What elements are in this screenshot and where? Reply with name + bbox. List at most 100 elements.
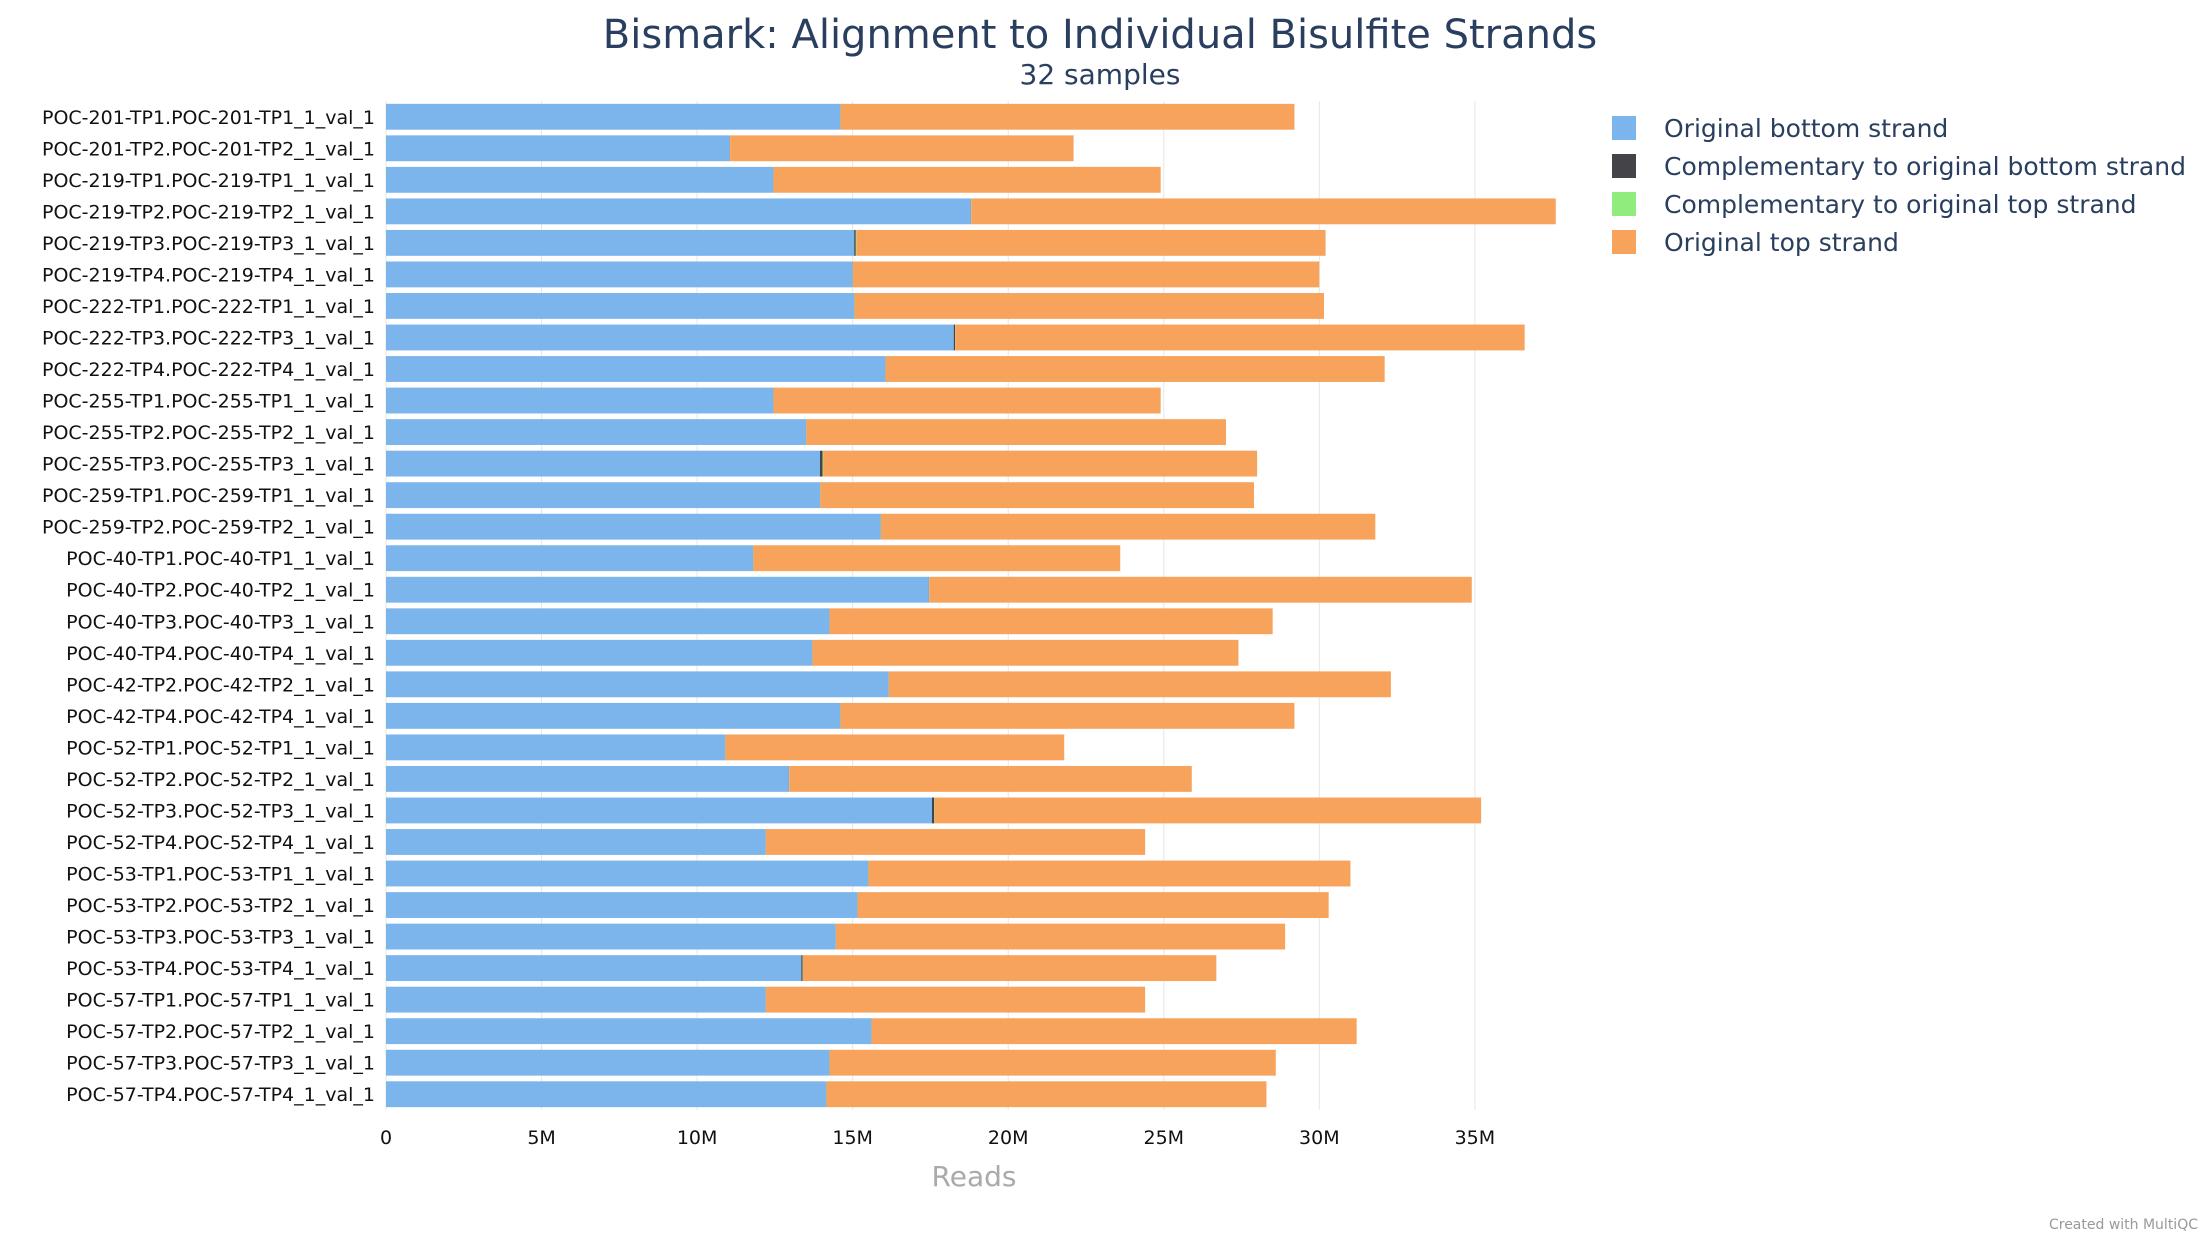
bar-segment [854, 229, 856, 256]
legend-label[interactable]: Original top strand [1664, 228, 1899, 257]
legend-label[interactable]: Original bottom strand [1664, 114, 1948, 143]
category-label: POC-255-TP3.POC-255-TP3_1_val_1 [42, 454, 375, 476]
bar-segment [820, 450, 823, 477]
legend-swatch [1612, 154, 1636, 178]
category-label: POC-40-TP2.POC-40-TP2_1_val_1 [66, 580, 375, 602]
bar-segment [773, 387, 1161, 414]
category-label: POC-201-TP1.POC-201-TP1_1_val_1 [42, 107, 375, 129]
bar-segment [386, 829, 766, 855]
x-tick-label: 0 [380, 1127, 392, 1149]
legend-swatch [1612, 230, 1636, 254]
legend-label[interactable]: Complementary to original bottom strand [1664, 152, 2186, 181]
bar-segment [971, 198, 1556, 225]
category-label: POC-52-TP3.POC-52-TP3_1_val_1 [66, 800, 375, 822]
bar-segment [386, 1018, 872, 1045]
category-label: POC-255-TP2.POC-255-TP2_1_val_1 [42, 422, 375, 444]
category-label: POC-219-TP1.POC-219-TP1_1_val_1 [42, 170, 375, 192]
bar-segment [386, 545, 754, 572]
bar-segment [386, 261, 853, 288]
bar-segment [852, 261, 1320, 288]
bar-segment [854, 293, 1324, 319]
x-tick-label: 5M [527, 1127, 555, 1149]
bar-segment [386, 293, 855, 319]
bar-segment [386, 450, 820, 477]
category-label: POC-52-TP2.POC-52-TP2_1_val_1 [66, 769, 375, 791]
bar-segment [730, 135, 1074, 162]
bar-segment [773, 166, 1161, 193]
bar-segment [820, 482, 1254, 509]
x-tick-label: 30M [1299, 1127, 1340, 1149]
bar-segment [386, 734, 726, 761]
legend: Original bottom strand Complementary to o… [1612, 114, 2186, 257]
category-label: POC-219-TP3.POC-219-TP3_1_val_1 [42, 233, 375, 255]
x-tick-label: 25M [1143, 1127, 1184, 1149]
bar-segment [840, 702, 1295, 729]
bar-segment [386, 797, 932, 824]
bar-segment [386, 702, 841, 729]
category-label: POC-40-TP3.POC-40-TP3_1_val_1 [66, 611, 375, 633]
category-label: POC-201-TP2.POC-201-TP2_1_val_1 [42, 138, 375, 160]
bar-segment [386, 324, 954, 351]
category-label: POC-52-TP1.POC-52-TP1_1_val_1 [66, 737, 375, 759]
bar-segment [829, 608, 1273, 635]
bar-segment [386, 576, 929, 603]
category-label: POC-222-TP4.POC-222-TP4_1_val_1 [42, 359, 375, 381]
bar-segment [386, 198, 971, 225]
category-label: POC-219-TP4.POC-219-TP4_1_val_1 [42, 264, 375, 286]
bar-segment [386, 608, 830, 635]
bar-segment [765, 986, 1146, 1013]
category-labels: POC-201-TP1.POC-201-TP1_1_val_1 POC-201-T… [42, 107, 375, 1106]
bar-segment [386, 482, 820, 509]
bar-segment [855, 229, 857, 256]
x-tick-label: 15M [832, 1127, 873, 1149]
category-label: POC-259-TP1.POC-259-TP1_1_val_1 [42, 485, 375, 507]
bar-segment [806, 419, 1226, 446]
bar-segment [789, 765, 1192, 792]
bar-segment [386, 986, 766, 1013]
bar-segment [823, 450, 1258, 477]
bar-segment [802, 955, 1217, 982]
bar-segment [888, 671, 1391, 698]
category-label: POC-57-TP2.POC-57-TP2_1_val_1 [66, 1021, 375, 1043]
legend-label[interactable]: Complementary to original top strand [1664, 190, 2137, 219]
bar-segment [826, 1081, 1267, 1108]
bar-segment [871, 1018, 1357, 1045]
bar-segment [856, 229, 1326, 256]
bar-segment [386, 860, 869, 887]
category-label: POC-222-TP3.POC-222-TP3_1_val_1 [42, 327, 375, 349]
credit-text: Created with MultiQC [2049, 1217, 2198, 1233]
category-label: POC-42-TP2.POC-42-TP2_1_val_1 [66, 674, 375, 696]
category-label: POC-219-TP2.POC-219-TP2_1_val_1 [42, 201, 375, 223]
bar-segment [386, 639, 813, 666]
bar-segment [885, 356, 1385, 382]
bar-segment [386, 1081, 827, 1108]
bar-segment [386, 955, 802, 982]
bar-segment [880, 513, 1376, 540]
bar-segment [386, 671, 889, 698]
bar-segment [822, 450, 824, 477]
bars [386, 103, 1556, 1108]
category-label: POC-57-TP4.POC-57-TP4_1_val_1 [66, 1084, 375, 1106]
category-label: POC-40-TP4.POC-40-TP4_1_val_1 [66, 643, 375, 665]
category-label: POC-42-TP4.POC-42-TP4_1_val_1 [66, 706, 375, 728]
bar-segment [386, 103, 841, 130]
chart-subtitle: 32 samples [1020, 58, 1181, 91]
x-axis-ticks: 0 5M 10M 15M 20M 25M 30M 35M [380, 1127, 1495, 1149]
bar-segment [753, 545, 1121, 572]
category-label: POC-259-TP2.POC-259-TP2_1_val_1 [42, 517, 375, 539]
bar-segment [386, 892, 858, 918]
bar-segment [386, 166, 774, 193]
bar-segment [386, 1049, 830, 1076]
bar-segment [829, 1049, 1276, 1076]
category-label: POC-53-TP4.POC-53-TP4_1_val_1 [66, 958, 375, 980]
bar-segment [765, 829, 1146, 855]
category-label: POC-52-TP4.POC-52-TP4_1_val_1 [66, 832, 375, 854]
bar-segment [386, 387, 774, 414]
bar-segment [857, 892, 1329, 918]
x-axis-title: Reads [932, 1160, 1017, 1193]
bar-segment [835, 923, 1286, 950]
bar-segment [386, 765, 789, 792]
x-tick-label: 10M [677, 1127, 718, 1149]
bar-segment [812, 639, 1239, 666]
